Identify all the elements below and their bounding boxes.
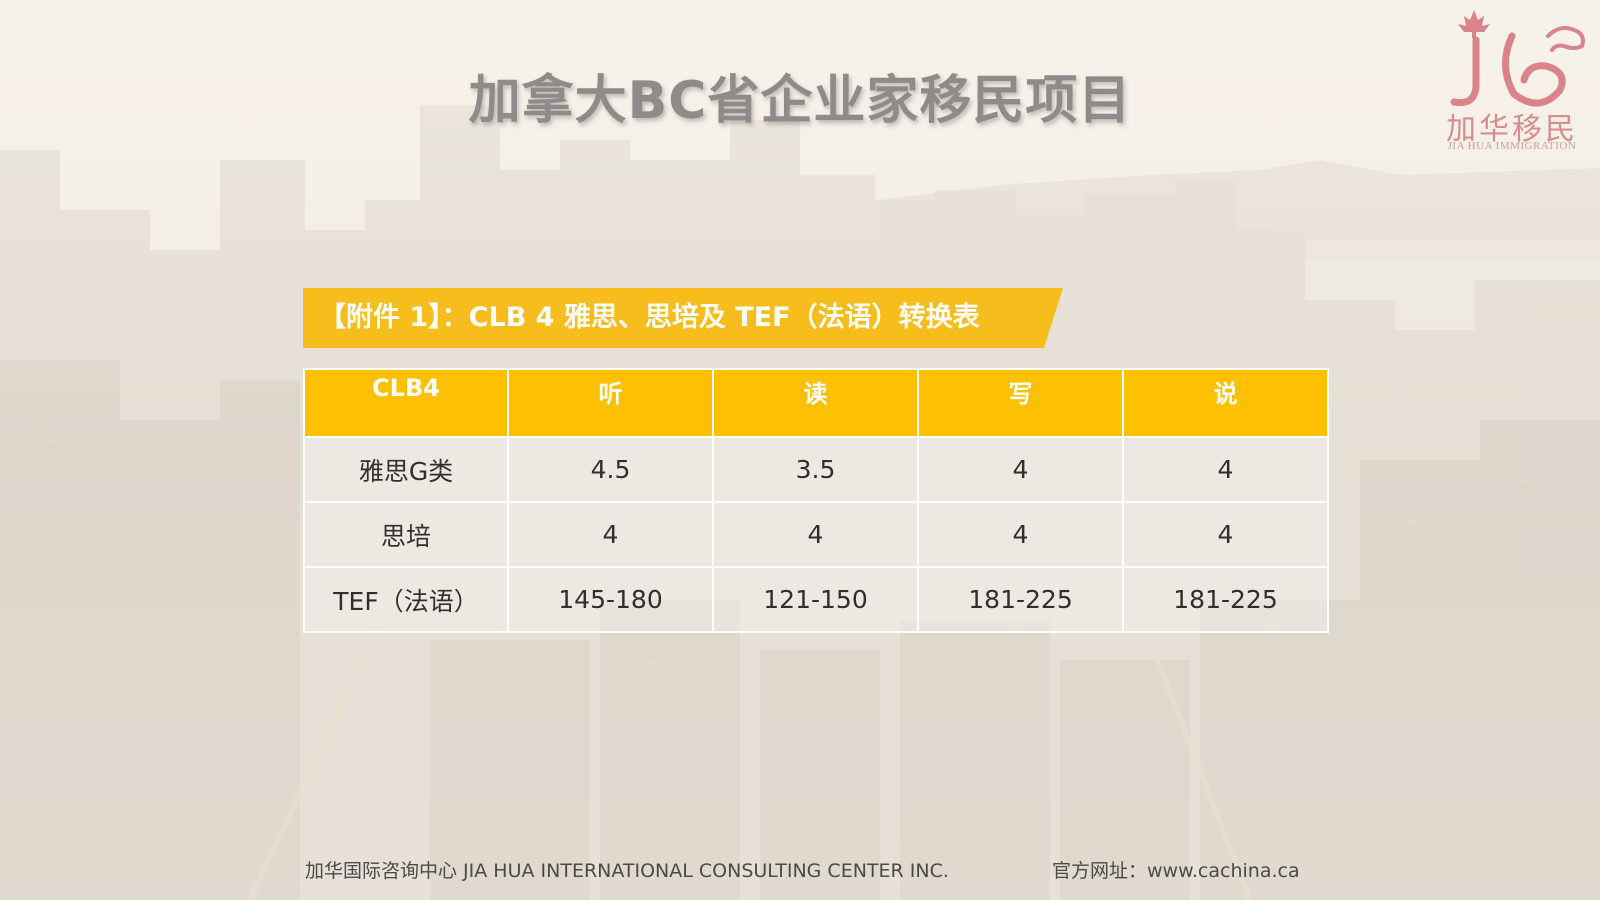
table-cell: 4 xyxy=(1122,501,1329,568)
table-cell: 3.5 xyxy=(712,436,919,503)
footer-website: 官方网址：www.cachina.ca xyxy=(1052,860,1300,882)
row-label-celpip: 思培 xyxy=(303,501,509,568)
table-row: TEF（法语） 145-180 121-150 181-225 181-225 xyxy=(303,566,1329,633)
table-cell: 145-180 xyxy=(507,566,714,633)
logo-name-cn: 加华移民 xyxy=(1446,112,1578,147)
jia-hua-logo xyxy=(1450,10,1585,107)
header-reading: 读 xyxy=(712,368,919,438)
footer-company: 加华国际咨询中心 JIA HUA INTERNATIONAL CONSULTIN… xyxy=(305,860,949,882)
table-cell: 4 xyxy=(917,436,1124,503)
table-cell: 181-225 xyxy=(917,566,1124,633)
row-label-ielts: 雅思G类 xyxy=(303,436,509,503)
row-label-tef: TEF（法语） xyxy=(303,566,509,633)
table-cell: 4 xyxy=(917,501,1124,568)
banner-text: 【附件 1】：CLB 4 雅思、思培及 TEF（法语）转换表 xyxy=(319,302,980,333)
page-title: 加拿大BC省企业家移民项目 xyxy=(468,71,1132,131)
table-cell: 4 xyxy=(712,501,919,568)
logo-name-en: JIA HUA IMMIGRATION xyxy=(1447,140,1577,152)
header-listening: 听 xyxy=(507,368,714,438)
table-cell: 121-150 xyxy=(712,566,919,633)
header-writing: 写 xyxy=(917,368,1124,438)
header-speaking: 说 xyxy=(1122,368,1329,438)
table-cell: 181-225 xyxy=(1122,566,1329,633)
table-cell: 4.5 xyxy=(507,436,714,503)
table-row: 雅思G类 4.5 3.5 4 4 xyxy=(303,436,1329,503)
header-clb4: CLB4 xyxy=(303,368,509,438)
section-banner: 【附件 1】：CLB 4 雅思、思培及 TEF（法语）转换表 xyxy=(303,288,1063,348)
table-header-row: CLB4 听 读 写 说 xyxy=(303,368,1329,438)
table-cell: 4 xyxy=(507,501,714,568)
table-row: 思培 4 4 4 4 xyxy=(303,501,1329,568)
clb-conversion-table: CLB4 听 读 写 说 雅思G类 4.5 3.5 4 4 思培 4 4 4 4 xyxy=(303,368,1329,633)
table-cell: 4 xyxy=(1122,436,1329,503)
